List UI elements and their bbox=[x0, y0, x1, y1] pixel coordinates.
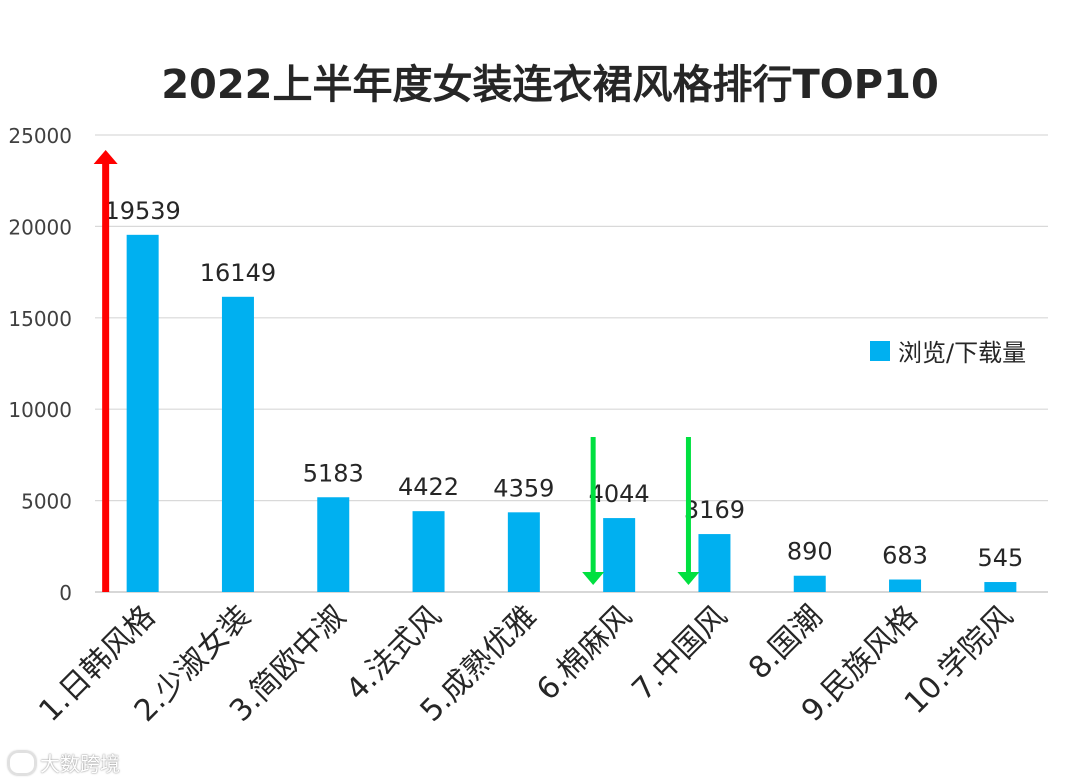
y-tick-label: 0 bbox=[59, 581, 72, 605]
bar bbox=[603, 518, 636, 592]
x-tick-label: 8.国潮 bbox=[742, 599, 829, 686]
data-label: 16149 bbox=[200, 259, 276, 287]
legend-label: 浏览/下载量 bbox=[898, 339, 1027, 367]
down-arrow-head bbox=[582, 572, 605, 585]
watermark-text: 大数跨境 bbox=[40, 752, 120, 776]
watermark: 大数跨境 bbox=[8, 748, 120, 777]
x-tick-label: 6.棉麻风 bbox=[530, 599, 639, 708]
bar bbox=[317, 497, 350, 592]
data-label: 683 bbox=[882, 542, 928, 570]
bar bbox=[126, 234, 159, 592]
y-tick-label: 5000 bbox=[21, 490, 72, 514]
data-label: 890 bbox=[787, 538, 833, 566]
legend-swatch bbox=[870, 340, 890, 361]
y-tick-label: 10000 bbox=[8, 398, 72, 422]
data-label: 545 bbox=[977, 544, 1023, 572]
x-tick-label: 7.中国风 bbox=[625, 599, 734, 708]
logo-icon bbox=[8, 750, 36, 775]
data-label: 4359 bbox=[493, 474, 554, 502]
bar bbox=[793, 575, 826, 592]
data-label: 19539 bbox=[104, 197, 180, 225]
up-arrow-head bbox=[93, 150, 118, 164]
data-label: 3169 bbox=[684, 496, 745, 524]
y-tick-label: 25000 bbox=[8, 124, 72, 148]
data-label: 4044 bbox=[589, 480, 650, 508]
data-label: 4422 bbox=[398, 473, 459, 501]
bar bbox=[984, 582, 1017, 592]
bar bbox=[412, 511, 445, 592]
data-label: 5183 bbox=[303, 459, 364, 487]
y-tick-label: 20000 bbox=[8, 215, 72, 239]
bar bbox=[698, 534, 731, 592]
bar bbox=[889, 579, 922, 592]
y-tick-label: 15000 bbox=[8, 307, 72, 331]
legend: 浏览/下载量 bbox=[870, 333, 1026, 368]
down-arrow-head bbox=[677, 572, 700, 585]
chart-title: 2022上半年度女装连衣裙风格排行TOP10 bbox=[161, 62, 939, 108]
bar bbox=[221, 296, 254, 592]
bar bbox=[507, 512, 540, 592]
